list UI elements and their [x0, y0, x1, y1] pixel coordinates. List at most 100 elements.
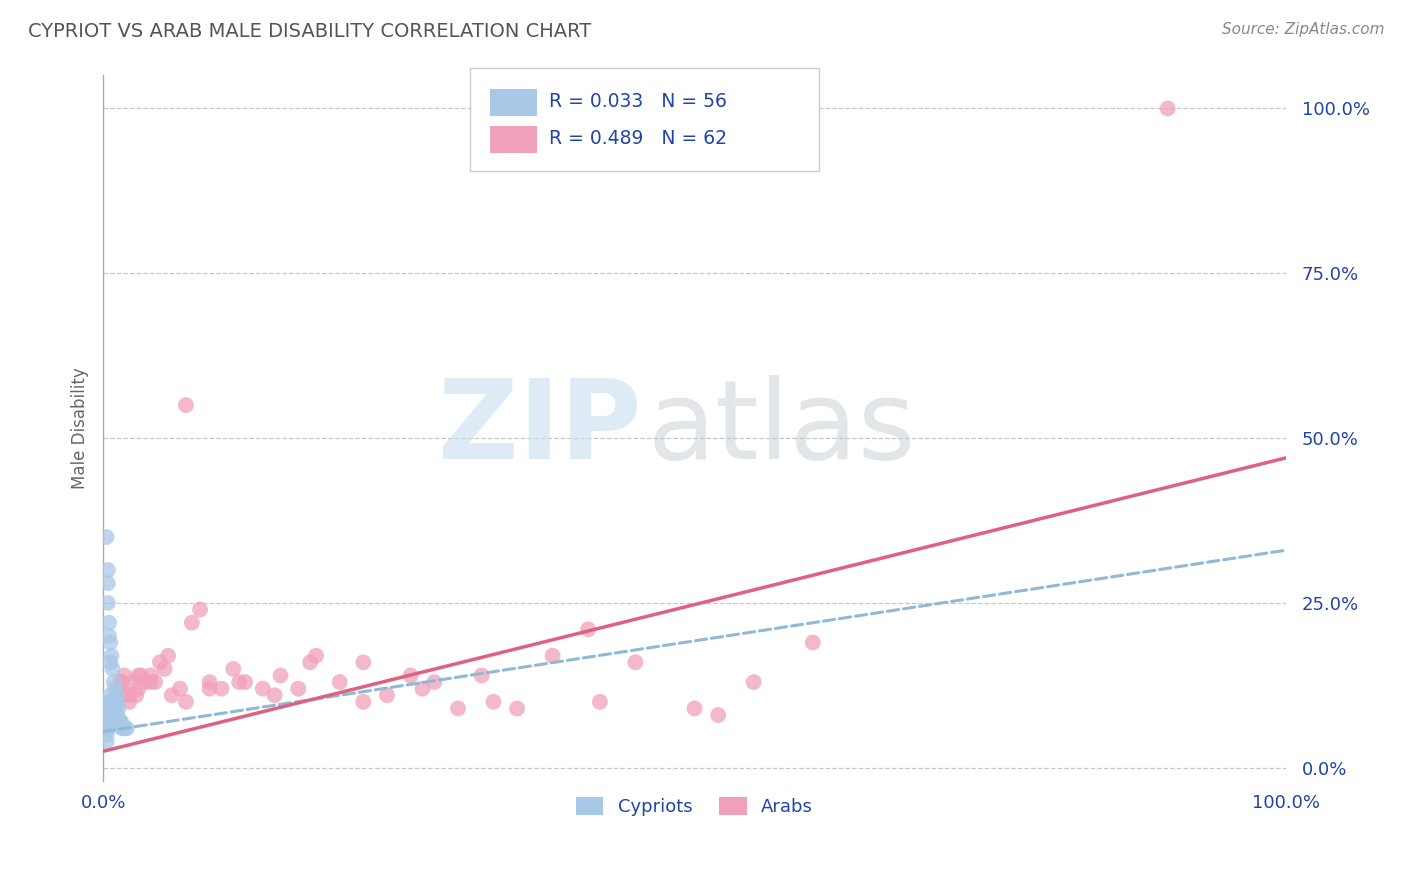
Point	[447, 701, 470, 715]
Point	[352, 655, 374, 669]
Point	[104, 701, 127, 715]
Point	[98, 688, 121, 702]
Point	[98, 701, 121, 715]
Point	[105, 681, 128, 696]
Text: ZIP: ZIP	[437, 375, 641, 482]
Point	[683, 701, 706, 715]
Point	[399, 668, 422, 682]
Point	[104, 708, 127, 723]
Point	[96, 721, 118, 735]
Point	[209, 681, 232, 696]
Point	[149, 655, 172, 669]
Text: atlas: atlas	[647, 375, 915, 482]
Point	[96, 714, 118, 729]
Point	[111, 675, 134, 690]
Point	[101, 708, 124, 723]
Point	[96, 734, 118, 748]
Point	[98, 615, 121, 630]
Point	[104, 714, 127, 729]
Point	[101, 695, 124, 709]
Point	[110, 675, 132, 690]
Point	[506, 701, 529, 715]
Point	[174, 398, 197, 412]
Point	[98, 635, 121, 649]
Y-axis label: Male Disability: Male Disability	[72, 368, 89, 489]
Point	[110, 714, 132, 729]
Legend: Cypriots, Arabs: Cypriots, Arabs	[567, 788, 823, 825]
Point	[118, 695, 141, 709]
Point	[111, 721, 134, 735]
Point	[103, 695, 125, 709]
Point	[98, 695, 121, 709]
Point	[233, 675, 256, 690]
Point	[128, 681, 150, 696]
Text: R = 0.489   N = 62: R = 0.489 N = 62	[550, 129, 727, 148]
Point	[105, 714, 128, 729]
Point	[143, 675, 166, 690]
Point	[169, 681, 191, 696]
Point	[101, 701, 124, 715]
Point	[305, 648, 328, 663]
Point	[101, 695, 124, 709]
Point	[115, 688, 138, 702]
Point	[98, 655, 121, 669]
Point	[352, 695, 374, 709]
Point	[198, 675, 221, 690]
Point	[104, 681, 127, 696]
Point	[125, 688, 148, 702]
Point	[482, 695, 505, 709]
Point	[139, 675, 162, 690]
FancyBboxPatch shape	[470, 69, 818, 170]
Point	[707, 708, 730, 723]
Point	[471, 668, 494, 682]
Point	[98, 708, 121, 723]
Point	[228, 675, 250, 690]
Point	[112, 721, 135, 735]
Point	[118, 688, 141, 702]
Point	[107, 714, 129, 729]
Point	[98, 714, 121, 729]
Point	[108, 714, 131, 729]
Point	[411, 681, 433, 696]
Text: CYPRIOT VS ARAB MALE DISABILITY CORRELATION CHART: CYPRIOT VS ARAB MALE DISABILITY CORRELAT…	[28, 22, 592, 41]
Point	[96, 530, 118, 544]
Point	[98, 629, 121, 643]
Point	[97, 708, 120, 723]
Text: Source: ZipAtlas.com: Source: ZipAtlas.com	[1222, 22, 1385, 37]
Point	[153, 662, 176, 676]
Point	[103, 701, 125, 715]
Point	[103, 708, 125, 723]
Point	[105, 708, 128, 723]
Point	[423, 675, 446, 690]
Point	[121, 675, 143, 690]
Point	[299, 655, 322, 669]
Point	[103, 675, 125, 690]
Point	[101, 662, 124, 676]
Point	[97, 576, 120, 591]
Point	[97, 708, 120, 723]
Point	[97, 701, 120, 715]
Point	[129, 668, 152, 682]
Point	[252, 681, 274, 696]
Point	[174, 695, 197, 709]
Point	[188, 602, 211, 616]
Point	[98, 701, 121, 715]
FancyBboxPatch shape	[489, 89, 537, 116]
FancyBboxPatch shape	[489, 126, 537, 153]
Point	[742, 675, 765, 690]
Point	[97, 563, 120, 577]
Point	[97, 714, 120, 729]
Point	[104, 701, 127, 715]
Point	[589, 695, 612, 709]
Point	[100, 648, 122, 663]
Point	[198, 681, 221, 696]
Point	[100, 708, 122, 723]
Point	[107, 701, 129, 715]
Point	[98, 708, 121, 723]
Point	[98, 721, 121, 735]
Point	[624, 655, 647, 669]
Point	[180, 615, 202, 630]
Point	[157, 648, 180, 663]
Point	[541, 648, 564, 663]
Point	[96, 728, 118, 742]
